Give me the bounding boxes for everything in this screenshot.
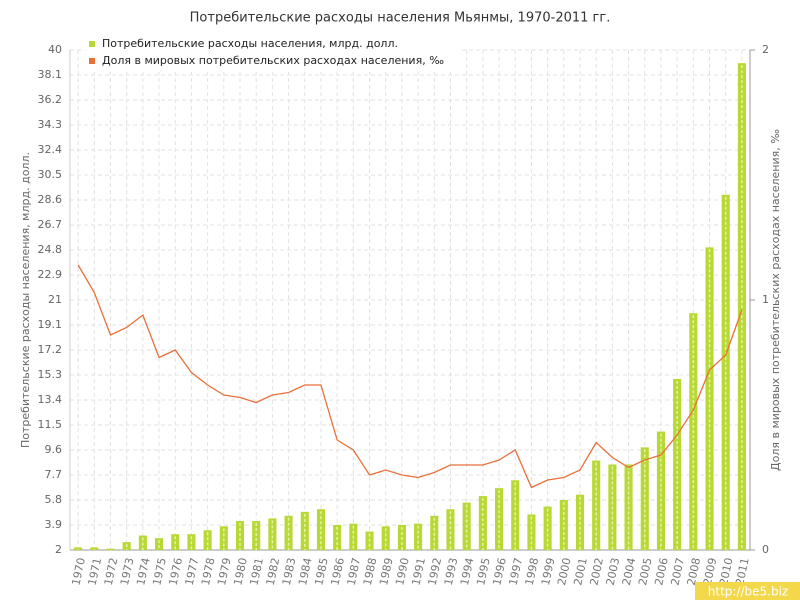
x-tick-label: 2002 xyxy=(588,557,607,587)
y-tick-label: 7.7 xyxy=(45,468,63,481)
x-tick-label: 1988 xyxy=(361,557,380,587)
x-tick-label: 1970 xyxy=(69,557,88,587)
x-tick-label: 1976 xyxy=(167,557,186,587)
x-tick-label: 1996 xyxy=(490,557,509,587)
bar xyxy=(495,488,504,550)
x-tick-label: 1990 xyxy=(393,557,412,587)
watermark-bg xyxy=(695,582,800,600)
y-tick-label: 32.4 xyxy=(38,143,63,156)
x-tick-label: 2007 xyxy=(668,557,687,587)
y-tick-label: 21 xyxy=(48,293,62,306)
y-tick-label: 38.1 xyxy=(38,68,63,81)
x-tick-label: 2010 xyxy=(717,557,736,587)
y-tick-label: 2 xyxy=(55,543,62,556)
line xyxy=(77,264,743,489)
bar xyxy=(155,538,164,550)
legend-swatch xyxy=(89,58,95,64)
bar xyxy=(381,526,390,550)
bar xyxy=(316,509,325,550)
y-tick-label: 15.3 xyxy=(38,368,63,381)
y-tick-label: 17.2 xyxy=(38,343,63,356)
x-tick-label: 1993 xyxy=(442,557,461,587)
x-tick-label: 1982 xyxy=(264,557,283,587)
x-tick-label: 1972 xyxy=(102,557,121,587)
x-tick-label: 1978 xyxy=(199,557,218,587)
legend-label: Доля в мировых потребительских расходах … xyxy=(102,54,444,67)
y-tick-label: 24.8 xyxy=(38,243,63,256)
x-tick-label: 2001 xyxy=(571,557,590,587)
bar xyxy=(446,509,455,550)
bar xyxy=(74,547,83,550)
x-tick-label: 1989 xyxy=(377,557,396,587)
y-tick-label: 5.8 xyxy=(45,493,63,506)
bar xyxy=(478,496,487,550)
x-tick-label: 1999 xyxy=(539,557,558,587)
bar xyxy=(640,447,649,550)
bar xyxy=(219,526,228,550)
x-tick-label: 1987 xyxy=(345,557,364,587)
x-tick-label: 1977 xyxy=(183,557,202,587)
x-tick-label: 1992 xyxy=(426,557,445,587)
x-tick-label: 1979 xyxy=(215,557,234,587)
x-tick-label: 2005 xyxy=(636,557,655,587)
x-tick-label: 1975 xyxy=(150,557,169,587)
bar xyxy=(106,548,115,550)
x-tick-label: 1997 xyxy=(507,557,526,587)
watermark: http://be5.biz xyxy=(708,585,788,599)
x-tick-label: 1998 xyxy=(523,557,542,587)
y-tick-label: 36.2 xyxy=(38,93,63,106)
y-tick-label: 26.7 xyxy=(38,218,63,231)
x-tick-label: 1981 xyxy=(248,557,267,587)
legend-label: Потребительские расходы населения, млрд.… xyxy=(102,37,398,50)
bar xyxy=(543,506,552,550)
x-tick-label: 1991 xyxy=(409,557,428,587)
y-tick-label: 34.3 xyxy=(38,118,63,131)
y-tick-label: 11.5 xyxy=(38,418,63,431)
x-tick-label: 1980 xyxy=(231,557,250,587)
x-tick-label: 1995 xyxy=(474,557,493,587)
x-tick-label: 1986 xyxy=(328,557,347,587)
bar xyxy=(90,547,99,550)
x-tick-label: 2009 xyxy=(701,557,720,587)
y-axis-label: Потребительские расходы населения, млрд.… xyxy=(19,152,32,448)
bar xyxy=(705,247,714,551)
x-tick-label: 2011 xyxy=(733,557,752,587)
x-tick-label: 2008 xyxy=(685,557,704,587)
x-tick-label: 2000 xyxy=(555,557,574,587)
y2-tick-label: 1 xyxy=(762,293,769,306)
y-tick-label: 13.4 xyxy=(38,393,63,406)
x-tick-label: 1971 xyxy=(86,557,105,587)
y-tick-label: 3.9 xyxy=(45,518,63,531)
bar xyxy=(268,518,277,550)
x-tick-label: 2006 xyxy=(652,557,671,587)
y-tick-label: 9.6 xyxy=(45,443,63,456)
x-tick-label: 1985 xyxy=(312,557,331,587)
y-tick-label: 30.5 xyxy=(38,168,63,181)
x-tick-label: 2004 xyxy=(620,557,639,587)
y-tick-label: 40 xyxy=(48,43,62,56)
chart-title: Потребительские расходы населения Мьянмы… xyxy=(190,11,611,26)
y2-tick-label: 0 xyxy=(762,543,769,556)
x-tick-label: 2003 xyxy=(604,557,623,587)
y-tick-label: 19.1 xyxy=(38,318,63,331)
x-tick-label: 1994 xyxy=(458,557,477,587)
y2-tick-label: 2 xyxy=(762,43,769,56)
y2-axis-label: Доля в мировых потребительских расходах … xyxy=(769,129,782,471)
x-tick-label: 1984 xyxy=(296,557,315,587)
legend: Потребительские расходы населения, млрд.… xyxy=(82,36,462,72)
legend-box xyxy=(82,36,462,72)
x-tick-label: 1983 xyxy=(280,557,299,587)
y-tick-label: 22.9 xyxy=(38,268,63,281)
legend-swatch xyxy=(89,41,95,47)
x-tick-label: 1973 xyxy=(118,557,137,587)
y-tick-label: 28.6 xyxy=(38,193,63,206)
x-tick-label: 1974 xyxy=(134,557,153,587)
bar xyxy=(673,378,682,550)
